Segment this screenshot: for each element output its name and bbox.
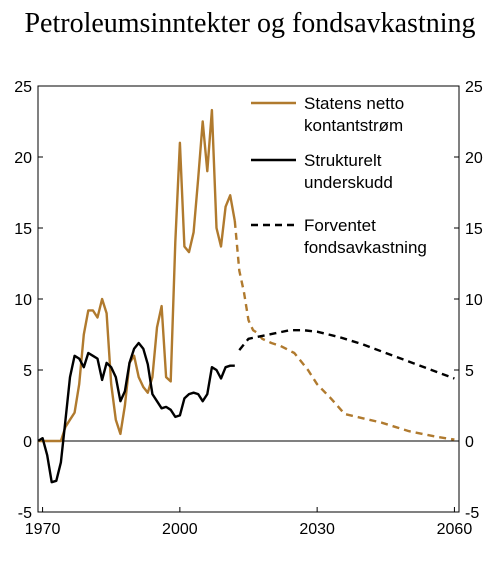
legend-label-1: Statens netto: [304, 94, 404, 113]
series-line-4: [238, 329, 455, 380]
series-layer: [37, 108, 455, 484]
right-y-tick-label: 15: [465, 221, 483, 238]
x-tick-label: 1970: [25, 521, 61, 538]
right-y-tick-label: 25: [465, 79, 483, 96]
left-y-axis: -5 0 5 10 15 20 25: [14, 79, 43, 522]
x-tick-label: 2060: [437, 521, 473, 538]
x-tick-label: 2030: [299, 521, 335, 538]
legend-label-1: kontantstrøm: [304, 116, 403, 135]
x-axis: 1970 2000 2030 2060: [25, 507, 473, 538]
right-y-axis: -5 0 5 10 15 20 25: [454, 79, 483, 522]
right-y-tick-label: 5: [465, 363, 474, 380]
left-y-tick-label: 15: [14, 221, 32, 238]
right-y-tick-label: -5: [465, 505, 479, 522]
left-y-tick-label: 5: [23, 363, 32, 380]
series-line-2: [233, 220, 455, 441]
left-y-tick-label: 20: [14, 150, 32, 167]
left-y-tick-label: -5: [18, 505, 32, 522]
left-y-tick-label: 10: [14, 292, 32, 309]
legend-label-3: fondsavkastning: [304, 238, 427, 257]
left-y-tick-label: 25: [14, 79, 32, 96]
legend: Statens netto kontantstrøm Strukturelt unde…: [251, 94, 427, 257]
right-y-tick-label: 20: [465, 150, 483, 167]
legend-label-2: underskudd: [304, 173, 393, 192]
right-y-tick-label: 10: [465, 292, 483, 309]
legend-label-2: Strukturelt: [304, 151, 382, 170]
x-tick-label: 2000: [162, 521, 198, 538]
left-y-tick-label: 0: [23, 434, 32, 451]
right-y-tick-label: 0: [465, 434, 474, 451]
legend-label-3: Forventet: [304, 216, 376, 235]
series-line-1: [38, 108, 236, 443]
chart-title: Petroleumsinntekter og fondsavkastning: [24, 8, 476, 39]
series-line-3: [37, 341, 235, 484]
